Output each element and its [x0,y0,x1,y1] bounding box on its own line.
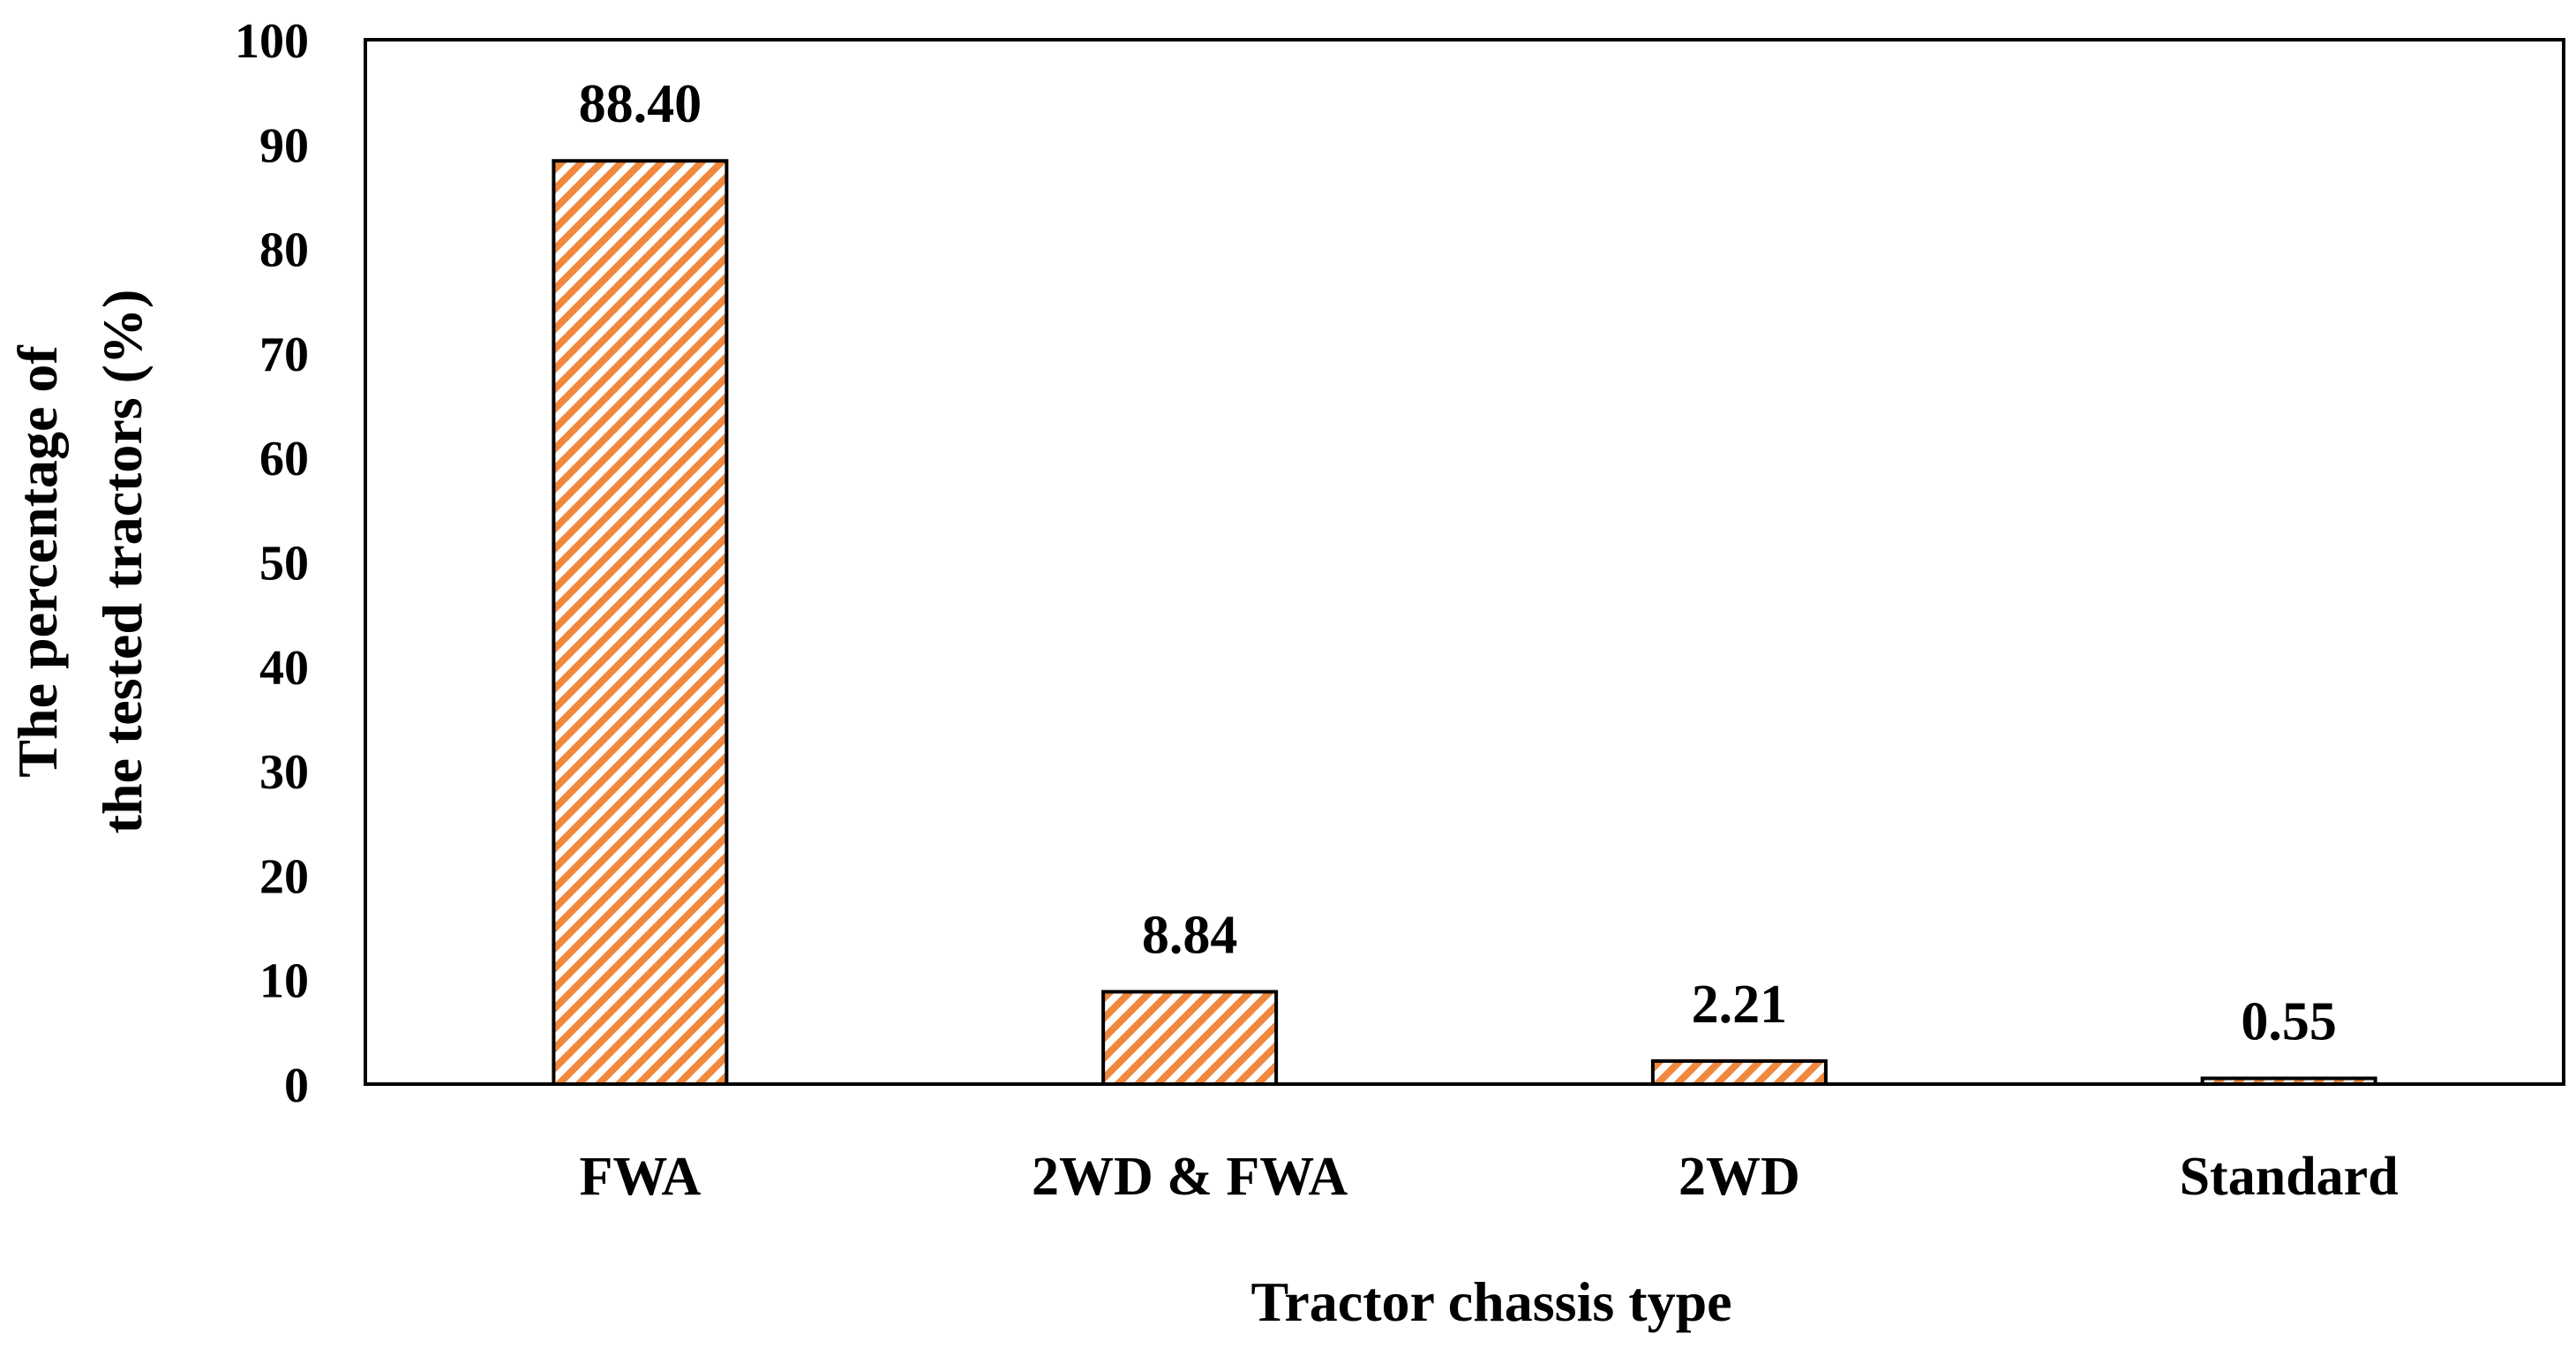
y-tick-label: 60 [259,432,309,486]
bar [552,159,729,1086]
plot-frame [364,38,2565,1086]
y-tick-label: 100 [235,14,309,69]
y-axis-title-line-2: the tested tractors (%) [91,290,154,834]
x-category-label: 2WD & FWA [1032,1147,1348,1207]
x-axis-title: Tractor chassis type [1250,1270,1731,1333]
y-tick-label: 90 [259,118,309,173]
bar-data-label: 0.55 [2241,991,2337,1051]
x-category-label: 2WD [1679,1147,1800,1207]
y-tick-label: 20 [259,849,309,904]
y-axis-ticks: 0 10 20 30 40 50 60 70 80 90 100 [235,14,309,1113]
bar [2200,1076,2377,1087]
y-tick-label: 70 [259,328,309,382]
y-axis-title-line-1: The percentage of [6,345,69,778]
bar-data-label: 88.40 [579,74,702,134]
bars [552,159,2377,1087]
bar-data-label: 2.21 [1692,975,1788,1035]
x-category-label: FWA [579,1147,701,1207]
y-tick-label: 80 [259,223,309,278]
y-tick-label: 50 [259,537,309,591]
data-labels: 88.40 8.84 2.21 0.55 [579,74,2337,1051]
y-tick-label: 0 [284,1058,309,1113]
y-tick-label: 10 [259,954,309,1009]
bar [1101,990,1279,1087]
y-axis-title: The percentage of the tested tractors (%… [6,290,154,834]
bar [1650,1058,1828,1087]
bar-data-label: 8.84 [1142,905,1238,965]
x-axis-category-labels: FWA 2WD & FWA 2WD Standard [579,1147,2398,1207]
y-tick-label: 30 [259,745,309,800]
y-tick-label: 40 [259,641,309,696]
x-category-label: Standard [2180,1147,2399,1207]
